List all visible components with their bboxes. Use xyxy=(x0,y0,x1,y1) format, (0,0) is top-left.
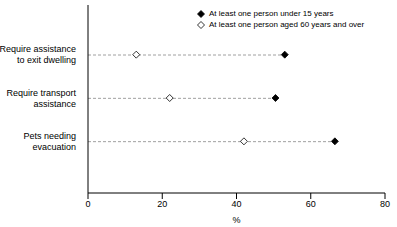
html-text:At least one person under 15 y: At least one person under 15 years xyxy=(209,9,334,18)
html-text:At least one person aged 60 ye: At least one person aged 60 years and ov… xyxy=(209,20,365,29)
svg-text:0: 0 xyxy=(85,199,90,209)
svg-text:Pets needingevacuation: Pets needingevacuation xyxy=(23,131,76,152)
svg-text:Require transportassistance: Require transportassistance xyxy=(8,88,76,109)
svg-text:60: 60 xyxy=(306,199,316,209)
svg-text:20: 20 xyxy=(157,199,167,209)
svg-text:40: 40 xyxy=(231,199,241,209)
svg-text:%: % xyxy=(232,215,240,225)
svg-text:Require assistanceto exit dwel: Require assistanceto exit dwelling xyxy=(8,44,76,65)
svg-text:80: 80 xyxy=(380,199,389,209)
